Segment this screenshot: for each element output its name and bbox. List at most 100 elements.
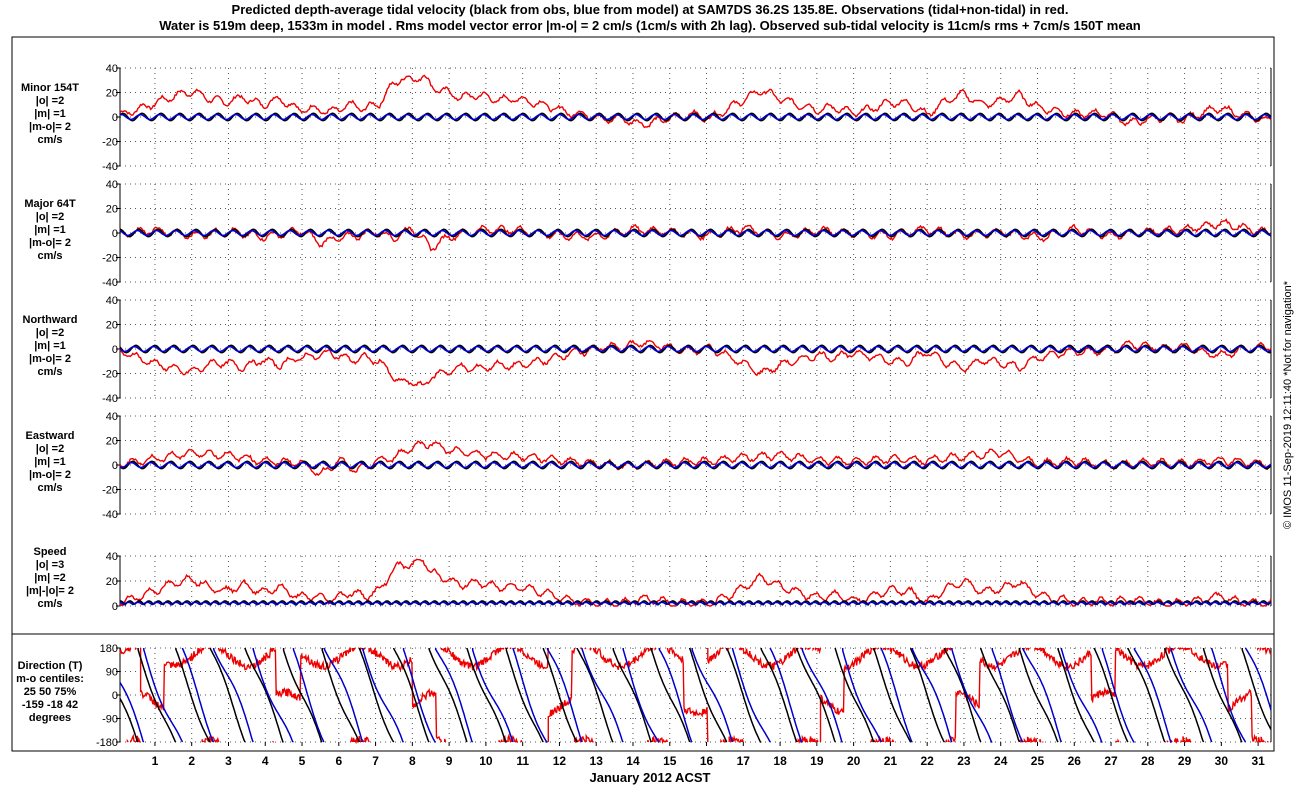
series-observed-direction	[589, 647, 592, 651]
series-obs-tidal-direction	[321, 648, 360, 743]
panel-label-line: |m| =1	[34, 108, 66, 120]
x-tick-label: 13	[590, 754, 604, 768]
figure-frame	[11, 36, 1275, 752]
series-observed-direction	[218, 646, 274, 671]
y-tick-label: -40	[102, 277, 118, 289]
series-obs-tidal-direction	[244, 648, 284, 743]
panel-label-line: Northward	[22, 314, 78, 326]
y-tick-label: 20	[106, 576, 118, 588]
series-obs-tidal-direction	[466, 647, 507, 743]
series-model-direction	[323, 647, 364, 743]
series-obs-tidal-direction	[834, 648, 875, 743]
series-observed-direction	[130, 733, 137, 743]
series-observed-direction	[1036, 647, 1041, 651]
x-tick-label: 22	[920, 754, 934, 768]
series-observed-direction	[1182, 736, 1185, 743]
x-tick-label: 16	[700, 754, 714, 768]
y-tick-label: 40	[106, 63, 118, 75]
panel-label-line: |o| =2	[35, 95, 65, 107]
panel-label-line: |m-o|= 2	[29, 121, 71, 133]
x-tick-label: 2	[188, 754, 195, 768]
series-model-direction	[402, 648, 436, 743]
panel-label-line: |o| =3	[35, 559, 65, 571]
x-tick-label: 20	[847, 754, 861, 768]
x-tick-label: 30	[1215, 754, 1229, 768]
series-observed-direction	[1118, 647, 1168, 671]
y-tick-label: 0	[112, 228, 118, 240]
series-model-direction	[512, 647, 548, 743]
series-observed-direction	[363, 647, 366, 651]
series-model-line	[119, 601, 1272, 606]
series-model-direction	[841, 648, 882, 743]
series-observed-direction	[950, 647, 1021, 742]
series-observed-direction	[892, 647, 947, 671]
series-model-direction	[1170, 648, 1213, 743]
series-obs-tidal-direction	[612, 648, 652, 743]
y-tick-label: -20	[102, 253, 118, 265]
x-tick-label: 7	[372, 754, 379, 768]
series-observed-direction	[499, 647, 503, 653]
series-obs-tidal-direction	[137, 648, 177, 743]
chart-title-line-2: Water is 519m deep, 1533m in model . Rms…	[159, 18, 1141, 33]
x-tick-label: 1	[152, 754, 159, 768]
series-obs-tidal-direction	[650, 648, 691, 743]
series-obs-tidal-direction	[282, 648, 323, 743]
series-observed-direction	[814, 647, 818, 651]
x-tick-label: 3	[225, 754, 232, 768]
panel-label-line: m-o centiles:	[16, 673, 84, 685]
series-observed-direction	[652, 735, 656, 743]
y-tick-label: -40	[102, 393, 118, 405]
series-model-direction	[212, 648, 254, 743]
x-tick-label: 6	[335, 754, 342, 768]
series-obs-tidal-direction	[1018, 648, 1059, 743]
series-obs-tidal-direction	[873, 648, 912, 743]
series-observed-line	[119, 74, 1272, 129]
series-observed-direction	[813, 738, 817, 743]
y-tick-label: -40	[102, 509, 118, 521]
series-observed-direction	[891, 738, 895, 743]
series-observed-direction	[139, 647, 203, 711]
panel-label-line: |m| =2	[34, 572, 66, 584]
series-observed-direction	[126, 738, 129, 743]
series-observed-direction	[877, 647, 880, 650]
series-model-direction	[1021, 647, 1063, 743]
series-observed-direction	[547, 647, 576, 742]
x-tick-label: 17	[737, 754, 751, 768]
series-model-direction	[1133, 648, 1172, 743]
series-model-direction	[911, 648, 953, 743]
series-obs-tidal-direction	[358, 647, 395, 743]
series-model-direction	[691, 648, 734, 743]
credit-text: © IMOS 11-Sep-2019 12:11:40 *Not for nav…	[1282, 280, 1294, 530]
series-observed-direction	[585, 733, 591, 743]
x-tick-label: 26	[1068, 754, 1082, 768]
series-observed-direction	[647, 647, 652, 653]
series-obs-tidal-direction	[505, 648, 544, 743]
panel-label-minor: Minor 154T |o| =2 |m| =1 |m-o|= 2 cm/s	[4, 82, 96, 147]
series-observed-direction	[1023, 737, 1028, 743]
series-observed-direction	[1115, 740, 1118, 743]
series-observed-direction	[1034, 647, 1037, 652]
y-tick-label: 20	[106, 204, 118, 216]
series-model-direction	[119, 682, 145, 743]
panel-label-direction: Direction (T) m-o centiles: 25 50 75% -1…	[4, 660, 96, 725]
y-tick-label: 20	[106, 320, 118, 332]
series-observed-direction	[202, 647, 205, 651]
y-tick-label: 0	[112, 112, 118, 124]
panel-label-line: cm/s	[37, 366, 63, 378]
series-observed-direction	[1035, 738, 1038, 743]
series-observed-direction	[1185, 737, 1188, 743]
series-observed-direction	[741, 739, 744, 743]
series-model-direction	[546, 648, 583, 743]
series-model-direction	[143, 648, 184, 743]
x-tick-label: 14	[626, 754, 640, 768]
series-obs-tidal-direction	[576, 647, 614, 743]
x-axis-label: January 2012 ACST	[589, 770, 711, 785]
series-observed-direction	[815, 739, 819, 743]
x-tick-label: 21	[884, 754, 898, 768]
y-tick-label: 20	[106, 436, 118, 448]
series-observed-direction	[1259, 647, 1262, 653]
series-observed-direction	[1183, 647, 1186, 652]
y-tick-label: 0	[112, 601, 118, 613]
series-observed-direction	[742, 647, 798, 671]
